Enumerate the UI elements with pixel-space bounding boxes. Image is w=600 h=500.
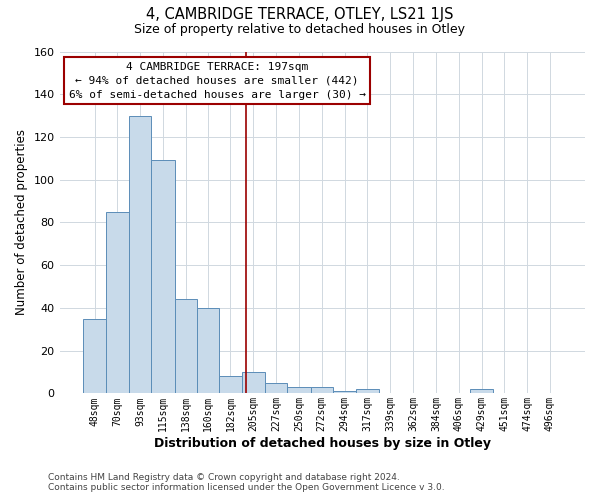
Bar	[175, 300, 197, 394]
Bar	[151, 160, 175, 394]
Y-axis label: Number of detached properties: Number of detached properties	[15, 130, 28, 316]
Bar	[83, 318, 106, 394]
X-axis label: Distribution of detached houses by size in Otley: Distribution of detached houses by size …	[154, 437, 491, 450]
Bar	[311, 387, 333, 394]
Text: Contains HM Land Registry data © Crown copyright and database right 2024.
Contai: Contains HM Land Registry data © Crown c…	[48, 473, 445, 492]
Bar	[287, 387, 311, 394]
Bar	[356, 389, 379, 394]
Bar	[470, 389, 493, 394]
Bar	[129, 116, 151, 394]
Bar	[242, 372, 265, 394]
Text: 4, CAMBRIDGE TERRACE, OTLEY, LS21 1JS: 4, CAMBRIDGE TERRACE, OTLEY, LS21 1JS	[146, 8, 454, 22]
Text: 4 CAMBRIDGE TERRACE: 197sqm
← 94% of detached houses are smaller (442)
6% of sem: 4 CAMBRIDGE TERRACE: 197sqm ← 94% of det…	[68, 62, 365, 100]
Bar	[265, 382, 287, 394]
Bar	[220, 376, 242, 394]
Bar	[106, 212, 129, 394]
Bar	[333, 392, 356, 394]
Bar	[197, 308, 220, 394]
Text: Size of property relative to detached houses in Otley: Size of property relative to detached ho…	[134, 22, 466, 36]
